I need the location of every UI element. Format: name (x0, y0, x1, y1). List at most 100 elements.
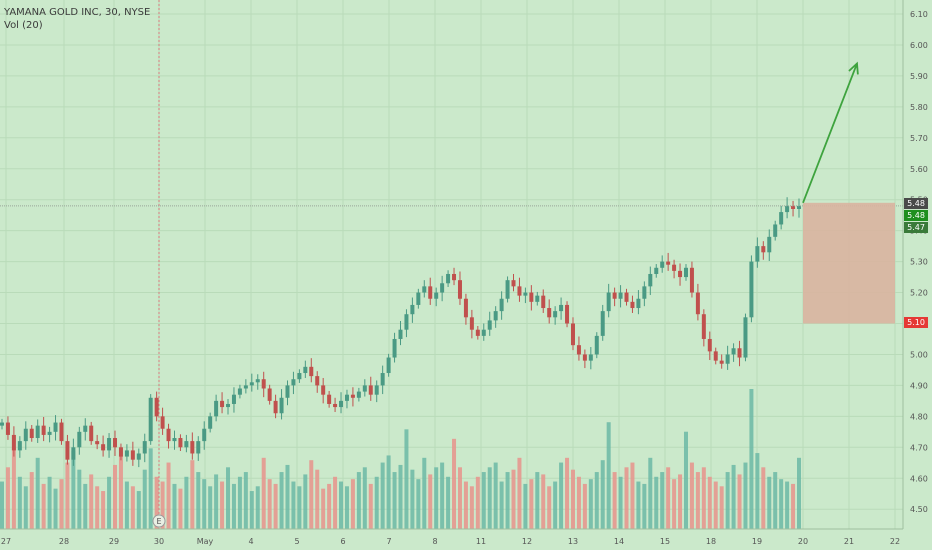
earnings-marker-label: E (156, 517, 161, 526)
candle-body (249, 382, 254, 386)
candle-body (166, 428, 171, 442)
candle-body (118, 447, 123, 457)
candle-body (29, 428, 34, 439)
volume-bar (416, 479, 421, 529)
candle-body (17, 441, 22, 451)
volume-bar (422, 457, 427, 529)
volume-bar (142, 469, 147, 529)
volume-bar (642, 483, 647, 529)
candle-body (582, 354, 587, 361)
candle-body (487, 320, 492, 330)
candle-body (273, 400, 278, 414)
volume-bar (683, 431, 688, 529)
date-tick-label: 12 (522, 537, 532, 546)
candle-body (636, 298, 641, 309)
candle-body (35, 425, 40, 439)
volume-bar (475, 476, 480, 529)
volume-bar (309, 460, 314, 529)
volume-bar (118, 455, 123, 529)
price-tick-label: 4.80 (910, 412, 928, 421)
candle-body (505, 280, 510, 299)
candle-body (553, 311, 558, 318)
candle-body (416, 292, 421, 305)
volume-bar (612, 472, 617, 529)
volume-bar (440, 462, 445, 529)
candle-body (689, 267, 694, 293)
volume-bar (344, 486, 349, 529)
volume-bar (600, 460, 605, 529)
candle-body (214, 400, 219, 417)
symbol-title: YAMANA GOLD INC, 30, NYSE (4, 7, 151, 18)
candle-body (701, 314, 706, 339)
candle-body (172, 438, 177, 442)
candle-body (785, 205, 790, 213)
volume-bar (101, 491, 106, 529)
date-tick-label: 19 (752, 537, 762, 546)
candle-body (279, 397, 284, 414)
candle-body (707, 338, 712, 352)
volume-bar (428, 474, 433, 529)
volume-bar (517, 457, 522, 529)
volume-bar (89, 474, 94, 529)
volume-bars (0, 389, 801, 529)
candle-body (243, 385, 248, 389)
candle-body (333, 403, 338, 408)
volume-bar (511, 469, 516, 529)
candle-body (404, 314, 409, 330)
candle-body (368, 385, 373, 395)
candle-body (618, 292, 623, 299)
price-tick-label: 5.80 (910, 103, 928, 112)
candle-body (713, 351, 718, 361)
price-tag-label: 5.10 (907, 318, 925, 327)
candle-body (493, 311, 498, 321)
candle-body (594, 335, 599, 355)
candle-body (107, 438, 112, 451)
price-tick-label: 4.50 (910, 505, 928, 514)
volume-bar (469, 486, 474, 529)
candle-body (71, 447, 76, 460)
annotations[interactable]: E (0, 61, 903, 528)
volume-bar (570, 469, 575, 529)
volume-bar (178, 488, 183, 529)
candle-body (678, 270, 683, 278)
volume-bar (130, 486, 135, 529)
volume-bar (107, 476, 112, 529)
price-tag-label: 5.47 (907, 223, 925, 232)
volume-bar (654, 476, 659, 529)
candle-body (196, 441, 201, 454)
volume-bar (785, 481, 790, 529)
earnings-marker-icon (152, 514, 166, 528)
volume-bar (737, 474, 742, 529)
candle-body (725, 354, 730, 364)
volume-bar (255, 486, 260, 529)
candle-body (41, 425, 46, 435)
price-tick-label: 5.70 (910, 134, 928, 143)
candle-body (600, 311, 605, 336)
volume-bar (755, 453, 760, 529)
candle-body (779, 212, 784, 225)
candle-body (481, 329, 486, 336)
candle-body (630, 301, 635, 309)
candle-body (267, 388, 272, 401)
price-tag-stop (904, 317, 928, 328)
candle-body (47, 431, 52, 435)
date-tick-label: 11 (476, 537, 486, 546)
candle-body (0, 422, 4, 426)
volume-bar (35, 457, 40, 529)
volume-bar (582, 483, 587, 529)
volume-bar (695, 472, 700, 529)
candle-body (683, 267, 688, 278)
volume-bar (529, 479, 534, 529)
volume-bar (797, 457, 801, 529)
candle-body (529, 292, 534, 302)
candle-body (660, 261, 665, 268)
price-tick-label: 4.70 (910, 443, 928, 452)
volume-bar (47, 476, 52, 529)
volume-bar (666, 467, 671, 529)
candle-body (95, 441, 100, 445)
volume-bar (434, 467, 439, 529)
candle-body (398, 329, 403, 339)
volume-bar (41, 483, 46, 529)
candle-body (101, 444, 106, 451)
